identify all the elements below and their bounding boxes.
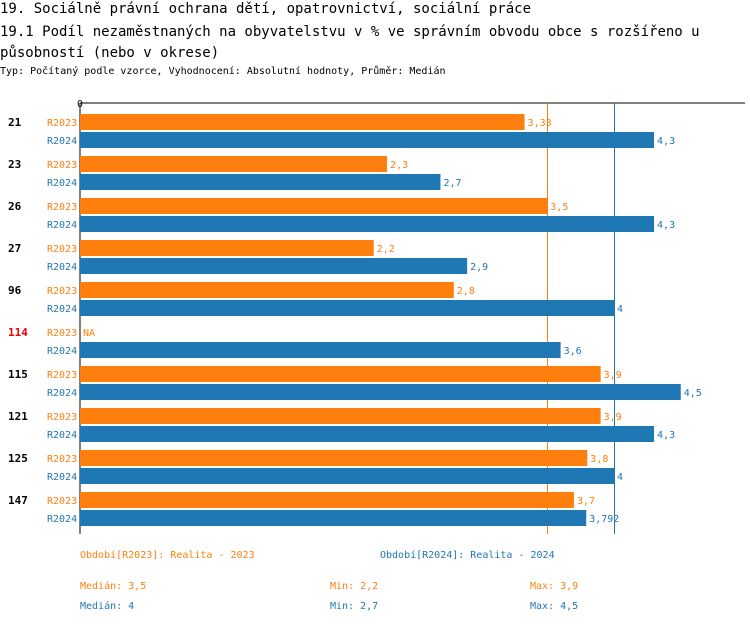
bar-value-label: 4 [617,304,623,315]
chart-meta: Typ: Počítaný podle vzorce, Vyhodnocení:… [0,66,446,77]
series-label-r2023: R2023 [47,286,77,297]
category-label: 96 [8,284,22,297]
category-label: 115 [8,368,28,381]
series-label-r2024: R2024 [47,136,77,147]
bar-r2024 [80,132,655,148]
stat-r2024-median: Medián: 4 [80,601,135,612]
stat-r2023-max: Max: 3,9 [530,581,579,592]
bar-value-label: 4,3 [657,136,675,147]
series-label-r2023: R2023 [47,202,77,213]
bar-value-label: 3,792 [589,514,619,525]
stat-r2023-median: Medián: 3,5 [80,581,147,592]
series-label-r2024: R2024 [47,514,77,525]
bar-value-label: 3,8 [590,454,608,465]
bar-value-label: 3,7 [577,496,595,507]
category-label: 23 [8,158,21,171]
series-label-r2023: R2023 [47,496,77,507]
bar-r2023 [80,156,388,172]
bar-value-label: 2,3 [390,160,408,171]
bar-value-label: 4 [617,472,623,483]
series-label-r2024: R2024 [47,220,77,231]
category-label: 147 [8,494,28,507]
bar-value-label: 2,7 [443,178,461,189]
bar-value-label: 2,2 [377,244,395,255]
series-label-r2023: R2023 [47,118,77,129]
bar-value-label: 4,3 [657,220,675,231]
series-label-r2024: R2024 [47,472,77,483]
category-label: 125 [8,452,28,465]
series-label-r2024: R2024 [47,262,77,273]
bar-r2024 [80,342,561,358]
bar-r2024 [80,384,681,400]
na-label: NA [83,328,95,339]
bar-r2023 [80,282,454,298]
bar-r2023 [80,450,588,466]
series-label-r2023: R2023 [47,454,77,465]
bar-value-label: 3,6 [564,346,582,357]
chart-subtitle: 19.1 Podíl nezaměstnaných na obyvatelstv… [0,24,700,61]
bar-r2023 [80,366,601,382]
series-label-r2024: R2024 [47,304,77,315]
category-label: 121 [8,410,28,423]
legend-r2024: Období[R2024]: Realita - 2024 [380,550,555,561]
series-label-r2024: R2024 [47,388,77,399]
bar-r2023 [80,240,374,256]
series-label-r2023: R2023 [47,244,77,255]
series-label-r2023: R2023 [47,160,77,171]
x-tick-label: 0 [77,99,83,110]
bar-value-label: 3,9 [604,370,622,381]
category-label: 26 [8,200,22,213]
bar-r2023 [80,408,601,424]
series-label-r2024: R2024 [47,178,77,189]
bar-chart: 0 21 R2023 3,33 R2024 4,3 23 R2023 2,3 R2024 2,7 26… [8,99,745,534]
bar-value-label: 3,5 [550,202,568,213]
bar-r2024 [80,468,614,484]
series-label-r2023: R2023 [47,328,77,339]
series-label-r2023: R2023 [47,370,77,381]
bar-r2024 [80,426,655,442]
series-label-r2023: R2023 [47,412,77,423]
category-label: 27 [8,242,21,255]
bar-r2023 [80,198,548,214]
series-label-r2024: R2024 [47,346,77,357]
series-label-r2024: R2024 [47,430,77,441]
stat-r2023-min: Min: 2,2 [330,581,379,592]
bar-value-label: 4,5 [684,388,702,399]
bar-r2024 [80,258,468,274]
bar-value-label: 3,9 [604,412,622,423]
bar-value-label: 4,3 [657,430,675,441]
bar-value-label: 3,33 [528,118,552,129]
bar-value-label: 2,8 [457,286,475,297]
bar-value-label: 2,9 [470,262,488,273]
bar-r2024 [80,510,587,526]
bar-r2024 [80,174,441,190]
bar-r2023 [80,492,574,508]
stat-r2024-max: Max: 4,5 [530,601,579,612]
bar-r2024 [80,216,655,232]
legend-r2023: Období[R2023]: Realita - 2023 [80,550,255,561]
category-label: 21 [8,116,22,129]
stat-r2024-min: Min: 2,7 [330,601,379,612]
category-label: 114 [8,326,28,339]
bar-r2024 [80,300,614,316]
bar-r2023 [80,114,525,130]
page-title: 19. Sociálně právní ochrana dětí, opatro… [0,1,532,17]
